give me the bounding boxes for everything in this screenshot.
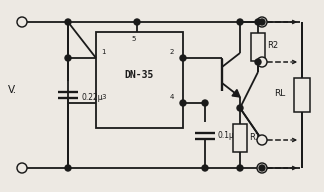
Circle shape	[257, 135, 267, 145]
Bar	[294, 78, 310, 112]
Text: 0.1μ: 0.1μ	[217, 131, 234, 140]
Circle shape	[257, 17, 267, 27]
Bar	[251, 33, 265, 61]
Text: RL: RL	[274, 89, 285, 98]
Circle shape	[180, 55, 186, 61]
Circle shape	[202, 165, 208, 171]
Circle shape	[237, 19, 243, 25]
Text: 2: 2	[170, 49, 174, 55]
Circle shape	[202, 100, 208, 106]
Circle shape	[17, 163, 27, 173]
Circle shape	[134, 19, 140, 25]
Text: 1: 1	[101, 49, 106, 55]
Circle shape	[17, 17, 27, 27]
Text: 5: 5	[131, 36, 135, 42]
Text: V.: V.	[8, 85, 17, 95]
Text: 4: 4	[170, 94, 174, 100]
Circle shape	[259, 19, 265, 25]
Circle shape	[237, 105, 243, 111]
Circle shape	[255, 59, 261, 65]
Circle shape	[257, 57, 267, 67]
Text: 0.22μ: 0.22μ	[81, 93, 103, 102]
Circle shape	[259, 165, 265, 171]
Circle shape	[65, 19, 71, 25]
Circle shape	[180, 100, 186, 106]
Bar	[233, 124, 247, 152]
Circle shape	[255, 19, 261, 25]
Circle shape	[257, 163, 267, 173]
Circle shape	[65, 165, 71, 171]
Bar	[96, 32, 183, 128]
Text: 3: 3	[101, 94, 106, 100]
Text: DN-35: DN-35	[125, 70, 154, 80]
Polygon shape	[232, 89, 240, 97]
Text: R1: R1	[249, 133, 260, 142]
Circle shape	[237, 165, 243, 171]
Text: R2: R2	[267, 41, 278, 50]
Circle shape	[65, 55, 71, 61]
